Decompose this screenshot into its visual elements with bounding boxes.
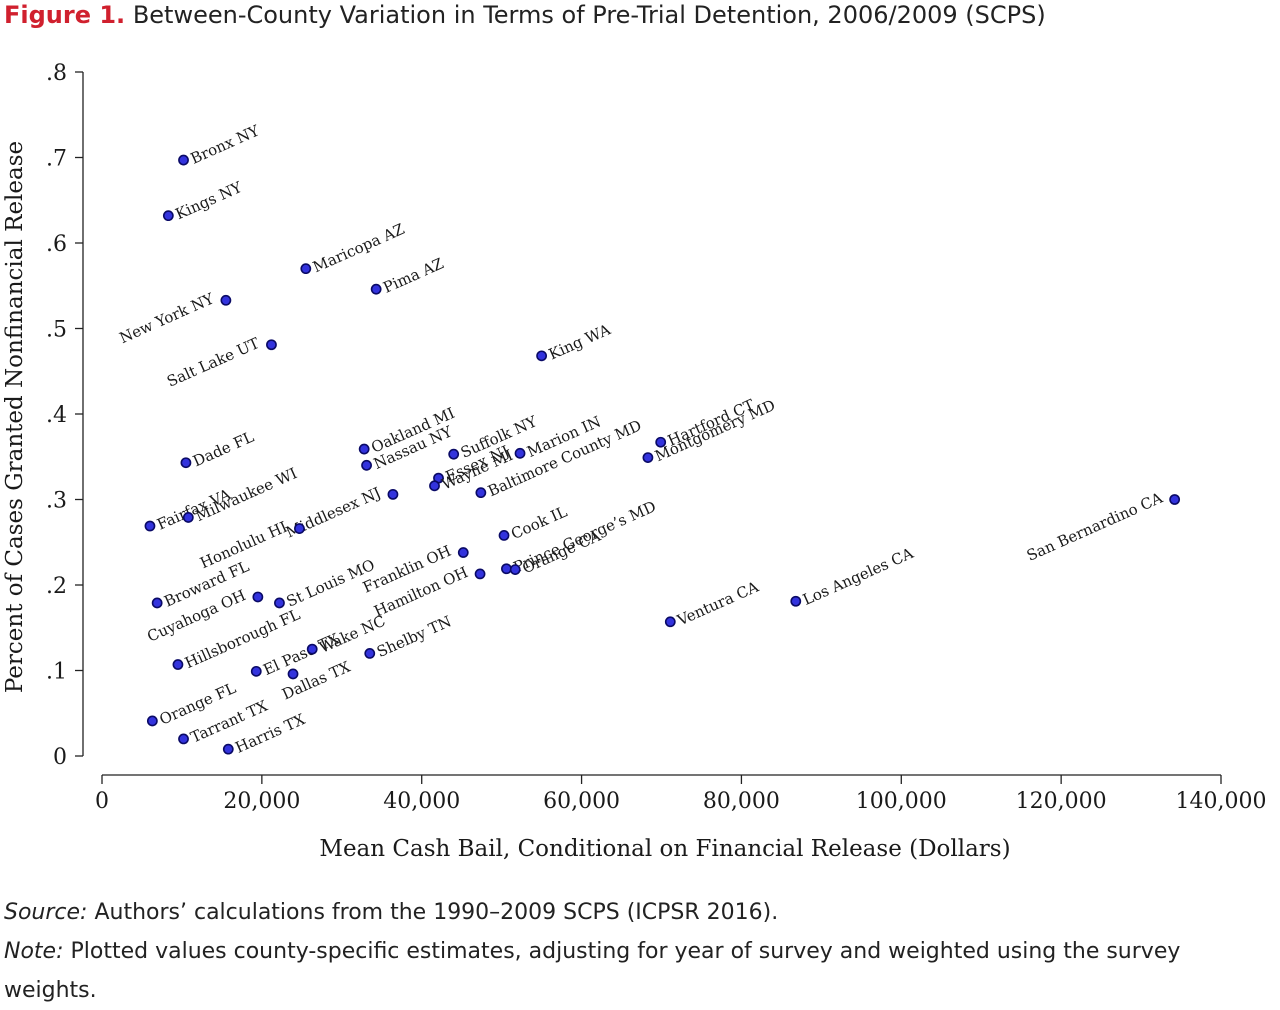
- data-point-label: Los Angeles CA: [800, 544, 916, 609]
- data-point: [387, 488, 399, 500]
- data-point: [514, 447, 526, 459]
- y-tick-label: .2: [46, 574, 67, 599]
- note-label: Note:: [4, 939, 64, 964]
- data-point: [144, 520, 156, 532]
- data-point: [642, 452, 654, 464]
- data-point-label: Ventura CA: [674, 578, 762, 630]
- y-tick-label: .7: [46, 147, 67, 172]
- x-tick-label: 60,000: [543, 789, 620, 814]
- data-point: [361, 459, 372, 471]
- data-point: [294, 523, 305, 534]
- data-point: [448, 448, 460, 460]
- data-point-label: Shelby TN: [374, 612, 454, 661]
- data-point: [790, 595, 802, 607]
- note-text-line: Note: Plotted values county-specific est…: [4, 932, 1276, 1010]
- data-point: [501, 563, 512, 575]
- y-axis-label: Percent of Cases Granted Nonfinancial Re…: [2, 141, 28, 693]
- data-point: [300, 263, 312, 275]
- data-point: [664, 616, 676, 628]
- x-tick-label: 40,000: [383, 789, 460, 814]
- data-point: [250, 665, 262, 677]
- data-point: [429, 480, 440, 492]
- data-point: [509, 564, 521, 576]
- data-point: [151, 597, 163, 609]
- y-tick-label: .8: [46, 61, 67, 86]
- data-point-label: King WA: [546, 320, 613, 363]
- data-point: [172, 659, 184, 670]
- y-tick-label: .3: [46, 489, 67, 514]
- data-point: [146, 715, 158, 727]
- source-text: Authors’ calculations from the 1990–2009…: [94, 900, 779, 925]
- data-point: [1169, 494, 1181, 505]
- x-tick-label: 0: [95, 789, 109, 814]
- data-point: [306, 643, 318, 655]
- data-point: [162, 210, 174, 222]
- data-point: [364, 648, 376, 659]
- data-point: [274, 597, 285, 609]
- data-point-label: San Bernardino CA: [1024, 489, 1165, 565]
- x-tick-label: 100,000: [856, 789, 947, 814]
- data-point: [178, 154, 189, 166]
- data-point-label: Bronx NY: [188, 121, 263, 168]
- data-point: [182, 512, 194, 523]
- data-point: [655, 436, 667, 448]
- y-tick-label: 0: [53, 745, 67, 770]
- x-tick-label: 120,000: [1016, 789, 1107, 814]
- data-point: [358, 443, 370, 455]
- data-point-label: Maricopa AZ: [310, 220, 407, 276]
- figure-notes: Source: Authors’ calculations from the 1…: [4, 893, 1276, 1010]
- axes: 0 .1 .2 .3 .4 .5 .6 .7 .8 0 20,000 40,000 60,000 80,0…: [46, 61, 1266, 814]
- data-point-label: Pima AZ: [380, 254, 446, 297]
- data-point-label: New York NY: [117, 289, 218, 347]
- data-point: [475, 487, 487, 499]
- data-point: [178, 733, 189, 745]
- y-tick-label: .1: [46, 660, 67, 685]
- figure-label: Figure 1.: [4, 1, 126, 29]
- x-tick-label: 20,000: [223, 789, 300, 814]
- note-text: Plotted values county-specific estimates…: [4, 939, 1181, 1003]
- x-axis-label: Mean Cash Bail, Conditional on Financial…: [319, 836, 1010, 862]
- data-point-label: Dade FL: [190, 428, 256, 471]
- y-tick-label: .5: [46, 318, 67, 343]
- data-point: [474, 568, 486, 580]
- data-point: [222, 743, 234, 755]
- data-point: [220, 294, 232, 306]
- scatter-chart: 0 .1 .2 .3 .4 .5 .6 .7 .8 0 20,000 40,000 60,000 80,0…: [2, 61, 1266, 862]
- y-tick-label: .6: [46, 232, 67, 257]
- x-tick-label: 140,000: [1176, 789, 1267, 814]
- data-point: [457, 547, 469, 558]
- data-point: [180, 457, 192, 469]
- figure-title: Figure 1. Between-County Variation in Te…: [4, 0, 1046, 30]
- data-point: [266, 339, 277, 351]
- data-point-label: Kings NY: [173, 178, 246, 224]
- y-tick-label: .4: [46, 403, 67, 428]
- data-point: [287, 668, 299, 680]
- source-label: Source:: [4, 900, 88, 925]
- figure-title-text: Between-County Variation in Terms of Pre…: [132, 1, 1046, 29]
- source-note: Source: Authors’ calculations from the 1…: [4, 893, 1276, 932]
- x-tick-label: 80,000: [703, 789, 780, 814]
- data-point: [536, 350, 548, 362]
- data-point: [252, 591, 264, 603]
- data-point: [370, 283, 382, 295]
- data-point-label: Salt Lake UT: [164, 334, 262, 391]
- data-point: [498, 530, 510, 541]
